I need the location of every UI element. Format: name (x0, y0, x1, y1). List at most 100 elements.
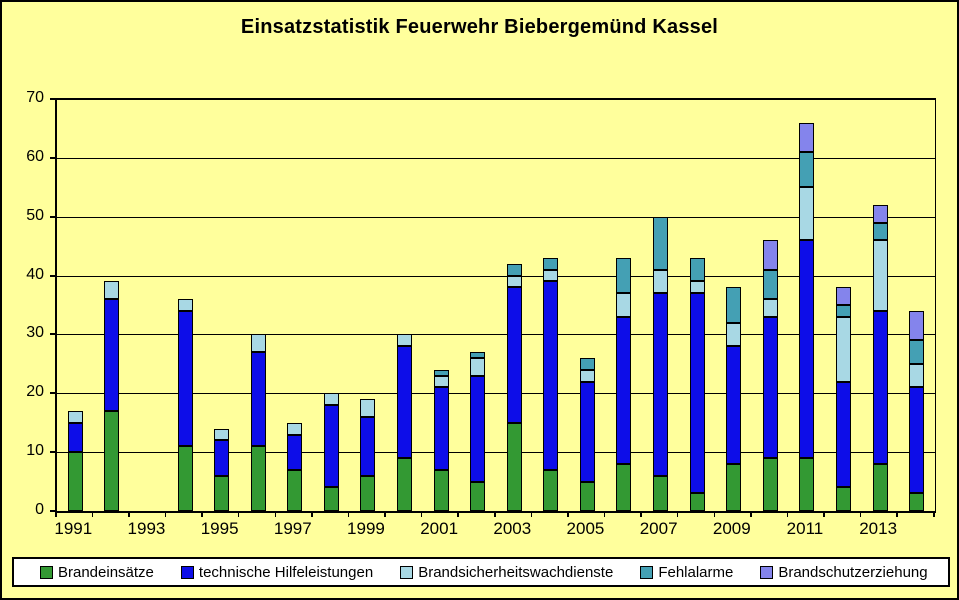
bar-1994 (177, 299, 193, 511)
legend-swatch-icon (760, 565, 774, 579)
bar-2012-Brandsicherheitswachdienste (835, 316, 851, 382)
bar-slot-2009 (715, 99, 752, 511)
bar-1996-Brandeinsätze (250, 446, 266, 511)
bar-2002-Fehlalarme (470, 352, 486, 358)
legend-item-2: technische Hilfeleistungen (180, 563, 374, 581)
bar-slot-1995 (203, 99, 240, 511)
bar-1991-Brandeinsätze (67, 452, 83, 511)
bar-2007-technische Hilfeleistungen (653, 293, 669, 476)
bar-slot-1998 (313, 99, 350, 511)
legend-swatch-icon (640, 565, 654, 579)
bar-2005-Brandsicherheitswachdienste (579, 369, 595, 382)
bar-2007-Brandeinsätze (653, 475, 669, 511)
y-axis-tick-0 (50, 510, 55, 512)
legend-label: Fehlalarme (658, 563, 734, 581)
bar-2008-Brandsicherheitswachdienste (689, 281, 705, 294)
y-axis-label-70: 70 (26, 89, 44, 106)
bar-2012-Brandeinsätze (835, 487, 851, 511)
bar-2000-technische Hilfeleistungen (396, 346, 412, 459)
bar-2002 (470, 352, 486, 511)
bar-1999 (360, 399, 376, 511)
x-axis-tick-3 (164, 512, 167, 517)
bar-1991-technische Hilfeleistungen (67, 422, 83, 453)
x-axis-label-1993: 1993 (127, 519, 166, 538)
bar-2010 (762, 240, 778, 511)
gridline-30 (57, 334, 935, 336)
bar-1998-Brandsicherheitswachdienste (323, 393, 339, 406)
x-axis-labels: 1991 1993 1995 1997 1999 2001 2003 2005 2007 2009… (54, 519, 936, 539)
x-axis-tick-14 (567, 512, 569, 517)
bar-slot-1993 (130, 99, 167, 511)
bar-slot-2003 (496, 99, 533, 511)
bar-2014-Brandeinsätze (909, 493, 925, 511)
bar-2010-Brandsicherheitswachdienste (762, 299, 778, 317)
x-axis-tick-1 (91, 512, 94, 517)
x-axis-tick-12 (494, 512, 496, 517)
bar-2002-technische Hilfeleistungen (470, 375, 486, 482)
bar-2005-Brandeinsätze (579, 481, 595, 511)
x-axis-tick-0 (55, 512, 57, 517)
gridline-10 (57, 452, 935, 454)
bar-slot-2013 (862, 99, 899, 511)
bar-2000 (396, 334, 412, 511)
bar-slot-2001 (423, 99, 460, 511)
bar-2013 (872, 204, 888, 511)
bar-2001-Fehlalarme (433, 369, 449, 376)
x-axis-label-2001: 2001 (420, 519, 459, 538)
bar-2005 (579, 358, 595, 511)
bar-1996 (250, 334, 266, 511)
bar-2013-Brandsicherheitswachdienste (872, 240, 888, 311)
bar-2002-Brandeinsätze (470, 481, 486, 511)
x-axis-label-2007: 2007 (639, 519, 678, 538)
bar-2013-technische Hilfeleistungen (872, 310, 888, 464)
x-axis-tick-22 (859, 512, 862, 517)
bar-1992-technische Hilfeleistungen (104, 299, 120, 411)
bar-2014-Fehlalarme (909, 340, 925, 364)
bar-2008-technische Hilfeleistungen (689, 293, 705, 494)
legend-label: Brandschutzerziehung (778, 563, 928, 581)
y-axis-label-40: 40 (26, 265, 44, 283)
x-axis-label-2011: 2011 (786, 519, 824, 538)
bar-2006-technische Hilfeleistungen (616, 316, 632, 464)
x-axis-tick-23 (896, 512, 898, 517)
bar-2005-Fehlalarme (579, 358, 595, 370)
bar-1999-Brandeinsätze (360, 475, 376, 511)
bars (57, 99, 935, 511)
bar-2003-Brandsicherheitswachdienste (506, 275, 522, 288)
bar-1998-technische Hilfeleistungen (323, 405, 339, 488)
chart-title: Einsatzstatistik Feuerwehr Biebergemünd … (240, 16, 719, 38)
y-axis-tick-20 (50, 392, 55, 395)
bar-slot-2012 (825, 99, 862, 511)
bar-2004 (543, 257, 559, 511)
x-axis-label-1997: 1997 (273, 519, 312, 538)
bar-1997-Brandeinsätze (287, 469, 303, 511)
bar-2011-technische Hilfeleistungen (799, 240, 815, 459)
bar-2004-technische Hilfeleistungen (543, 281, 559, 470)
legend-swatch-icon (180, 565, 194, 579)
bar-1996-technische Hilfeleistungen (250, 352, 266, 447)
gridline-60 (57, 157, 935, 159)
bar-1992-Brandeinsätze (104, 410, 120, 511)
x-axis-label-1999: 1999 (347, 519, 385, 538)
legend-item-4: Fehlalarme (640, 564, 733, 581)
bar-2003-technische Hilfeleistungen (506, 287, 522, 423)
x-axis-tick-13 (530, 512, 533, 517)
x-axis-tick-5 (237, 512, 240, 517)
bar-1999-technische Hilfeleistungen (360, 416, 376, 476)
x-axis-label-2009: 2009 (712, 519, 751, 538)
bar-2014 (909, 310, 925, 511)
bar-2007-Brandsicherheitswachdienste (653, 269, 669, 294)
bar-2012-technische Hilfeleistungen (835, 381, 851, 488)
x-axis-tick-6 (274, 512, 276, 517)
legend-item-3: Brandsicherheitswachdienste (400, 564, 613, 581)
y-axis-label-50: 50 (26, 206, 44, 224)
legend-item-5: Brandschutzerziehung (760, 563, 928, 581)
bar-2008-Brandeinsätze (689, 493, 705, 511)
bar-2012-Fehlalarme (835, 305, 851, 317)
bar-2004-Fehlalarme (543, 257, 559, 270)
bar-2011-Fehlalarme (799, 151, 815, 188)
bar-2005-technische Hilfeleistungen (579, 381, 595, 482)
legend-label: technische Hilfeleistungen (198, 563, 374, 581)
bar-2009-technische Hilfeleistungen (726, 346, 742, 464)
bar-2001-technische Hilfeleistungen (433, 387, 449, 470)
